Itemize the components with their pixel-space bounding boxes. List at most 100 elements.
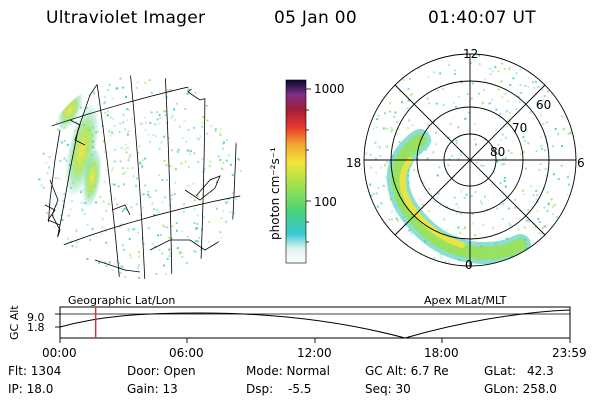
noise-speck [158,147,161,150]
noise-speck [120,223,123,226]
time-tick-0600: 06:00 [169,346,204,360]
noise-speck [122,113,125,116]
noise-speck [455,139,458,142]
noise-speck [479,200,482,203]
noise-speck [237,157,240,160]
noise-speck [183,119,186,122]
noise-speck [411,124,414,127]
noise-speck [127,130,130,133]
noise-speck [519,153,522,156]
noise-speck [150,111,153,114]
noise-speck [208,221,211,224]
noise-speck [121,265,124,268]
noise-speck [376,205,379,208]
noise-speck [185,140,188,143]
noise-speck [492,227,495,230]
noise-speck [105,230,107,233]
noise-speck [139,161,142,164]
noise-speck [156,208,159,211]
noise-speck [137,152,140,154]
noise-speck [168,89,171,92]
noise-speck [131,228,134,231]
noise-speck [139,214,142,217]
noise-speck [156,118,159,121]
noise-speck [502,151,505,154]
noise-speck [546,191,549,194]
noise-speck [560,115,563,118]
glat-value: 42.3 [527,364,554,378]
noise-speck [428,210,430,213]
noise-speck [214,130,217,132]
noise-speck [459,213,462,216]
noise-speck [365,152,368,155]
noise-speck [545,135,547,138]
noise-speck [372,127,375,130]
noise-speck [463,196,466,199]
noise-speck [123,183,126,186]
noise-speck [184,160,187,163]
noise-speck [507,99,510,102]
noise-speck [58,177,61,180]
noise-speck [227,200,230,203]
noise-speck [437,192,440,195]
noise-speck [117,185,120,188]
noise-speck [527,142,530,145]
noise-speck [397,127,400,130]
noise-speck [374,141,377,144]
noise-speck [503,162,506,165]
noise-speck [557,133,560,136]
noise-speck [95,201,98,204]
noise-speck [197,138,200,141]
noise-speck [402,78,405,81]
glon-value: GLon: 258.0 [484,382,557,396]
noise-speck [426,97,429,100]
noise-speck [105,265,108,267]
noise-speck [56,122,59,125]
noise-speck [71,245,74,248]
noise-speck [148,196,151,199]
noise-speck [193,250,196,253]
noise-speck [536,194,538,197]
noise-speck [410,232,413,235]
noise-speck [504,176,506,179]
noise-speck [553,204,556,207]
noise-speck [184,108,187,110]
noise-speck [496,207,499,210]
noise-speck [108,190,111,193]
noise-speck [219,131,222,134]
noise-speck [189,150,192,153]
noise-speck [443,218,446,221]
noise-speck [202,216,205,219]
noise-speck [222,147,225,150]
noise-speck [425,149,428,151]
noise-speck [491,70,494,73]
date-label: 05 Jan 00 [274,8,357,28]
noise-speck [499,182,502,185]
noise-speck [568,132,571,135]
noise-speck [544,149,547,152]
noise-speck [157,234,160,237]
noise-speck [193,208,196,211]
mlt-label-6: 6 [577,156,585,170]
noise-speck [512,77,515,80]
noise-speck [501,218,504,220]
noise-speck [46,172,49,175]
noise-speck [470,195,473,198]
noise-speck [216,181,218,184]
noise-speck [138,255,141,258]
lat-label-80: 80 [490,145,506,159]
noise-speck [448,260,451,263]
noise-speck [393,115,396,118]
noise-speck [168,248,171,251]
noise-speck [433,200,436,203]
noise-speck [537,217,540,220]
noise-speck [376,118,379,121]
noise-speck [170,149,173,152]
noise-speck [101,226,104,229]
noise-speck [122,167,124,169]
noise-speck [385,127,388,130]
noise-speck [477,157,480,160]
noise-speck [166,226,169,229]
noise-speck [536,104,538,107]
alt-axis-label: GC Alt [8,305,21,340]
